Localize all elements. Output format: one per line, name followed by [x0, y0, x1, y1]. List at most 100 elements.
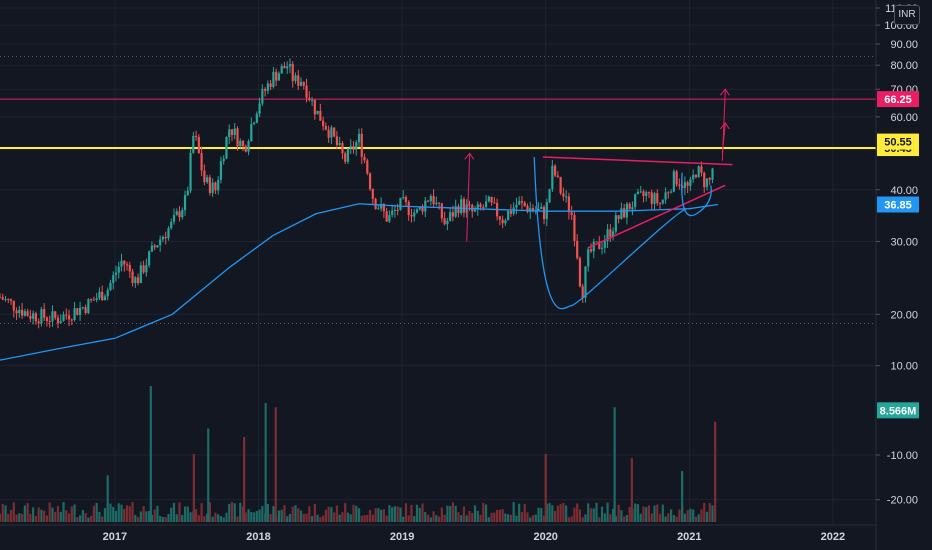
volume-bar — [396, 506, 399, 522]
volume-bar — [239, 502, 242, 522]
volume-bar — [51, 507, 54, 522]
candle-body — [507, 211, 510, 221]
volume-bar — [145, 511, 148, 522]
volume-bar — [200, 503, 203, 522]
candle-body — [4, 298, 7, 300]
candle-body — [614, 215, 617, 232]
volume-bar — [512, 502, 515, 522]
candle-body — [396, 209, 399, 211]
candle-body — [377, 208, 380, 210]
candle-body — [675, 171, 678, 185]
volume-bar — [421, 503, 424, 522]
candle-body — [694, 174, 698, 178]
volume-bar — [432, 511, 435, 522]
candle-body — [382, 204, 385, 212]
volume-bar — [313, 503, 316, 522]
candle-body — [73, 308, 76, 320]
candle-body — [43, 309, 46, 318]
volume-bar — [291, 506, 294, 522]
volume-bar — [490, 512, 493, 522]
volume-bar — [206, 513, 209, 522]
volume-bar — [134, 514, 137, 522]
candle-body — [247, 141, 250, 152]
candle-body — [131, 271, 134, 284]
candle-body — [703, 172, 706, 188]
volume-bar — [697, 514, 700, 522]
volume-bar — [125, 505, 129, 522]
volume-bar — [520, 512, 524, 522]
volume-bar — [62, 502, 65, 522]
candle-body — [167, 228, 170, 239]
volume-bar — [299, 510, 303, 522]
candle-body — [186, 190, 189, 196]
volume-bar — [426, 514, 430, 522]
candle-body — [689, 179, 692, 186]
volume-bar — [139, 511, 142, 522]
volume-bar — [711, 505, 714, 522]
candle-body — [363, 156, 366, 161]
candle-body — [178, 211, 181, 218]
handle-curve — [681, 172, 712, 217]
y-tick-label: 20.00 — [890, 309, 918, 321]
volume-bar — [363, 515, 366, 522]
volume-spike — [106, 475, 109, 522]
volume-bar — [559, 504, 562, 522]
candle-body — [349, 146, 352, 149]
volume-bar — [324, 509, 327, 522]
volume-bar — [451, 502, 455, 522]
volume-spike — [714, 421, 717, 522]
volume-bar — [562, 502, 565, 522]
volume-bar — [128, 506, 131, 522]
candle-body — [609, 229, 612, 237]
candle-body — [65, 314, 68, 316]
volume-bar — [18, 513, 21, 522]
volume-bar — [435, 515, 438, 522]
volume-bar — [540, 508, 543, 522]
volume-bar — [573, 507, 576, 522]
candle-body — [341, 143, 344, 154]
volume-bar — [636, 504, 640, 522]
candle-body — [280, 65, 283, 74]
candle-body — [194, 135, 198, 137]
volume-bar — [186, 506, 189, 522]
candle-body — [56, 317, 60, 324]
volume-bar — [170, 507, 173, 522]
volume-bar — [272, 506, 275, 522]
candle-body — [239, 140, 242, 147]
candle-body — [23, 311, 26, 316]
candle-body — [45, 317, 49, 322]
volume-spike — [630, 458, 633, 522]
candle-body — [606, 229, 609, 242]
candle-body — [134, 277, 137, 284]
volume-bar — [322, 515, 325, 522]
volume-bar — [589, 508, 593, 522]
volume-bar — [377, 508, 380, 522]
volume-bar — [650, 513, 653, 522]
volume-bar — [545, 503, 548, 522]
currency-badge[interactable]: INR — [894, 5, 920, 25]
candle-body — [697, 166, 700, 178]
volume-bar — [153, 509, 156, 522]
volume-bar — [415, 504, 419, 522]
volume-bar — [349, 514, 352, 522]
volume-bar — [217, 514, 220, 522]
volume-bar — [669, 509, 673, 522]
candle-body — [112, 274, 115, 283]
volume-bar — [647, 505, 651, 522]
volume-bar — [178, 502, 181, 522]
candle-body — [197, 136, 200, 154]
volume-bar — [297, 508, 300, 522]
candle-body — [595, 241, 598, 243]
x-tick-label: 2019 — [390, 531, 414, 543]
candle-body — [308, 97, 311, 100]
volume-bar — [642, 506, 645, 522]
volume-bar — [252, 512, 256, 522]
volume-bar — [584, 514, 587, 522]
volume-bar — [114, 511, 118, 522]
candle-body — [322, 120, 325, 126]
volume-bar — [523, 503, 526, 522]
volume-bar — [578, 509, 582, 522]
candle-body — [407, 201, 410, 215]
y-tick-label: 80.00 — [890, 60, 918, 72]
